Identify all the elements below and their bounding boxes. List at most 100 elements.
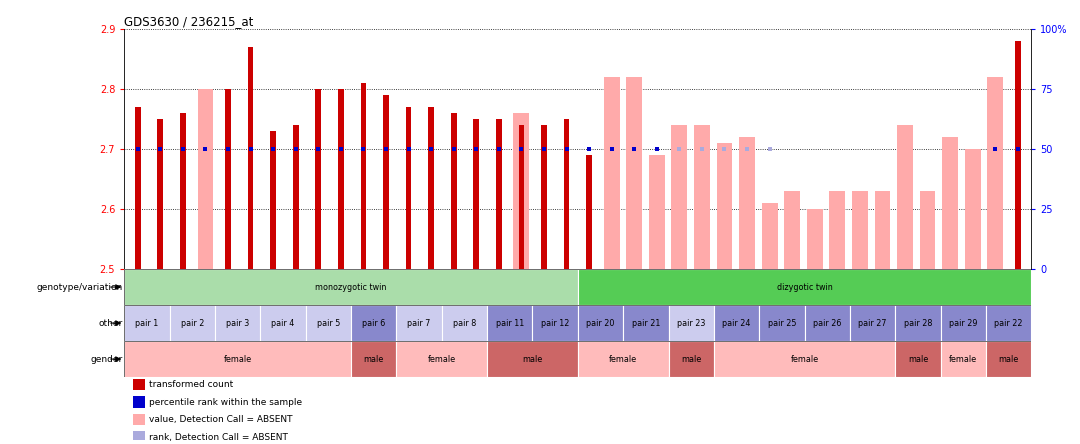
- Text: pair 12: pair 12: [541, 319, 569, 328]
- Bar: [541, 125, 546, 269]
- Bar: [759, 305, 805, 341]
- Bar: [1015, 41, 1021, 269]
- Bar: [672, 125, 687, 269]
- Text: pair 27: pair 27: [859, 319, 887, 328]
- Text: pair 24: pair 24: [723, 319, 751, 328]
- Text: value, Detection Call = ABSENT: value, Detection Call = ABSENT: [149, 415, 293, 424]
- Bar: [383, 95, 389, 269]
- Bar: [649, 155, 664, 269]
- Bar: [135, 107, 140, 269]
- Bar: [694, 125, 710, 269]
- Bar: [829, 191, 846, 269]
- Text: male: male: [999, 355, 1018, 364]
- Text: female: female: [428, 355, 456, 364]
- Text: male: male: [523, 355, 542, 364]
- Bar: [623, 305, 669, 341]
- Text: female: female: [949, 355, 977, 364]
- Text: transformed count: transformed count: [149, 380, 233, 389]
- Bar: [215, 305, 260, 341]
- Text: female: female: [224, 355, 252, 364]
- Bar: [895, 341, 941, 377]
- Text: percentile rank within the sample: percentile rank within the sample: [149, 397, 301, 407]
- Bar: [170, 305, 215, 341]
- Bar: [964, 149, 981, 269]
- Bar: [450, 113, 457, 269]
- Text: female: female: [609, 355, 637, 364]
- Text: pair 6: pair 6: [362, 319, 386, 328]
- Bar: [717, 143, 732, 269]
- Text: pair 7: pair 7: [407, 319, 431, 328]
- Bar: [487, 341, 578, 377]
- Bar: [133, 432, 145, 443]
- Bar: [987, 77, 1003, 269]
- Bar: [124, 305, 170, 341]
- Text: male: male: [908, 355, 928, 364]
- Bar: [761, 203, 778, 269]
- Bar: [396, 305, 442, 341]
- Bar: [532, 305, 578, 341]
- Text: male: male: [364, 355, 383, 364]
- Bar: [293, 125, 298, 269]
- Bar: [986, 341, 1031, 377]
- Text: pair 20: pair 20: [586, 319, 615, 328]
- Bar: [487, 305, 532, 341]
- Bar: [986, 305, 1031, 341]
- Text: female: female: [791, 355, 819, 364]
- Text: pair 21: pair 21: [632, 319, 660, 328]
- Bar: [306, 305, 351, 341]
- Bar: [739, 137, 755, 269]
- Bar: [513, 113, 529, 269]
- Text: pair 3: pair 3: [226, 319, 249, 328]
- Bar: [406, 107, 411, 269]
- Bar: [518, 125, 524, 269]
- Bar: [669, 341, 714, 377]
- Bar: [578, 341, 669, 377]
- Text: pair 23: pair 23: [677, 319, 705, 328]
- Text: pair 2: pair 2: [180, 319, 204, 328]
- Bar: [897, 125, 913, 269]
- Bar: [852, 191, 868, 269]
- Bar: [473, 119, 480, 269]
- Bar: [338, 89, 343, 269]
- Text: genotype/variation: genotype/variation: [36, 282, 122, 292]
- Bar: [941, 341, 986, 377]
- Bar: [396, 341, 487, 377]
- Bar: [124, 341, 351, 377]
- Bar: [586, 155, 592, 269]
- Text: dizygotic twin: dizygotic twin: [777, 282, 833, 292]
- Text: rank, Detection Call = ABSENT: rank, Detection Call = ABSENT: [149, 432, 287, 442]
- Text: male: male: [681, 355, 701, 364]
- Text: pair 29: pair 29: [949, 319, 977, 328]
- Text: pair 28: pair 28: [904, 319, 932, 328]
- Bar: [260, 305, 306, 341]
- Text: pair 11: pair 11: [496, 319, 524, 328]
- Bar: [784, 191, 800, 269]
- Text: pair 5: pair 5: [316, 319, 340, 328]
- Bar: [578, 305, 623, 341]
- Text: monozygotic twin: monozygotic twin: [315, 282, 387, 292]
- Bar: [578, 269, 1031, 305]
- Bar: [270, 131, 276, 269]
- Text: gender: gender: [90, 355, 122, 364]
- Bar: [180, 113, 186, 269]
- Bar: [895, 305, 941, 341]
- Bar: [133, 379, 145, 390]
- Bar: [714, 341, 895, 377]
- Bar: [198, 89, 214, 269]
- Bar: [496, 119, 501, 269]
- Bar: [604, 77, 620, 269]
- Bar: [247, 47, 254, 269]
- Text: pair 4: pair 4: [271, 319, 295, 328]
- Bar: [133, 396, 145, 408]
- Text: other: other: [98, 319, 122, 328]
- Text: pair 1: pair 1: [135, 319, 159, 328]
- Bar: [850, 305, 895, 341]
- Text: pair 25: pair 25: [768, 319, 796, 328]
- Bar: [158, 119, 163, 269]
- Bar: [133, 414, 145, 425]
- Bar: [807, 209, 823, 269]
- Bar: [226, 89, 231, 269]
- Bar: [124, 269, 578, 305]
- Bar: [429, 107, 434, 269]
- Bar: [942, 137, 958, 269]
